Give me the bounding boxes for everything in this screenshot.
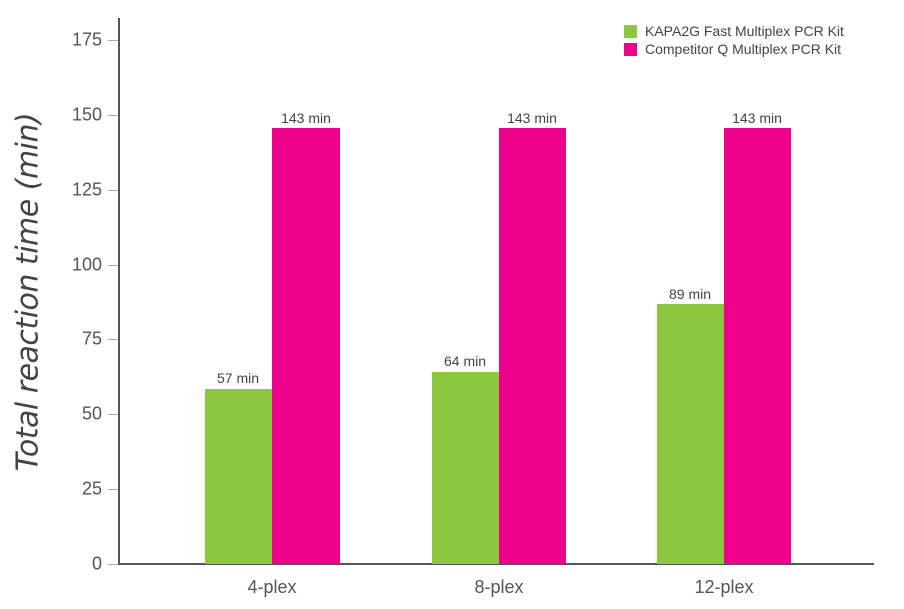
y-tick xyxy=(108,190,118,191)
y-axis-title: Total reaction time (min) xyxy=(10,112,46,472)
x-tick-label: 8-plex xyxy=(474,577,524,597)
legend-item-competitor: Competitor Q Multiplex PCR Kit xyxy=(624,40,844,58)
bar-value-label: 143 min xyxy=(281,110,331,126)
bar-kapa2g-12plex xyxy=(657,304,724,564)
y-axis-line xyxy=(118,18,120,565)
y-tick xyxy=(108,564,118,565)
x-axis-line xyxy=(118,563,874,565)
y-tick xyxy=(108,265,118,266)
x-tick-label: 4-plex xyxy=(247,577,297,597)
y-tick-label: 125 xyxy=(71,179,102,200)
y-tick-label: 175 xyxy=(71,29,102,50)
bar-kapa2g-8plex xyxy=(432,372,499,564)
bar-competitor-4plex xyxy=(272,128,340,564)
bar-kapa2g-4plex xyxy=(205,389,272,564)
y-tick xyxy=(108,339,118,340)
y-tick-label: 0 xyxy=(91,553,102,574)
bar-value-label: 57 min xyxy=(216,370,260,386)
y-tick xyxy=(108,40,118,41)
legend-label: KAPA2G Fast Multiplex PCR Kit xyxy=(645,23,844,39)
y-tick-label: 50 xyxy=(81,403,102,424)
y-tick xyxy=(108,489,118,490)
y-tick-label: 150 xyxy=(71,104,102,125)
y-tick-label: 100 xyxy=(71,254,102,275)
bar-value-label: 64 min xyxy=(443,353,487,369)
legend-swatch-icon xyxy=(624,24,637,38)
bar-value-label: 143 min xyxy=(732,110,782,126)
bar-value-label: 89 min xyxy=(668,286,712,302)
legend: KAPA2G Fast Multiplex PCR Kit Competitor… xyxy=(624,22,844,58)
bar-value-label: 143 min xyxy=(507,110,557,126)
legend-item-kapa2g: KAPA2G Fast Multiplex PCR Kit xyxy=(624,22,844,40)
x-tick-label: 12-plex xyxy=(694,577,754,597)
bar-competitor-12plex xyxy=(724,128,791,564)
y-tick-label: 75 xyxy=(81,328,102,349)
y-tick xyxy=(108,115,118,116)
y-tick-label: 25 xyxy=(81,478,102,499)
legend-swatch-icon xyxy=(624,42,637,56)
legend-label: Competitor Q Multiplex PCR Kit xyxy=(645,41,842,57)
y-tick xyxy=(108,414,118,415)
bar-competitor-8plex xyxy=(499,128,566,564)
